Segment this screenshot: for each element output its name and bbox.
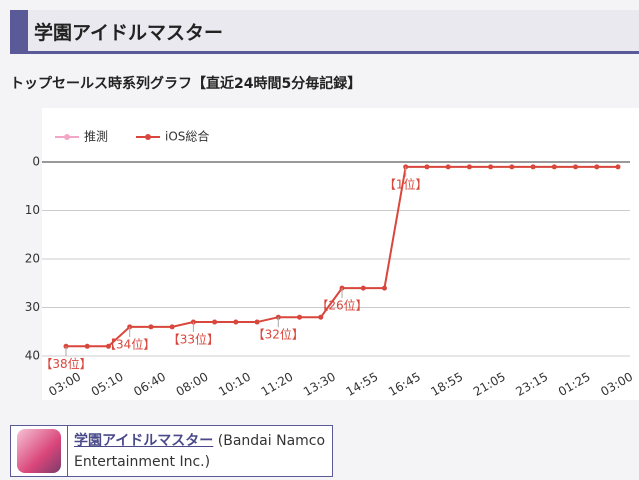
- y-tick-label: 0: [32, 155, 40, 169]
- data-point: [615, 164, 621, 170]
- y-tick-label: 20: [25, 252, 40, 266]
- data-point: [148, 324, 154, 330]
- legend-dot: [145, 134, 152, 140]
- separator: [67, 426, 68, 476]
- section-title: トップセールス時系列グラフ【直近24時間5分毎記録】: [10, 76, 362, 92]
- app-link[interactable]: 学園アイドルマスター: [74, 433, 214, 449]
- data-point: [297, 314, 303, 320]
- data-point: [84, 343, 90, 349]
- data-point: [551, 164, 557, 170]
- y-tick-label: 40: [25, 349, 40, 363]
- data-point: [63, 343, 69, 349]
- data-point: [594, 164, 600, 170]
- data-point: [318, 314, 324, 320]
- data-label: 【1位】: [384, 176, 428, 191]
- data-point: [105, 343, 111, 349]
- data-label: 【32位】: [253, 327, 304, 342]
- data-point: [466, 164, 472, 170]
- y-tick-label: 10: [25, 203, 40, 217]
- app-card: 学園アイドルマスター (Bandai Namco Entertainment I…: [10, 425, 333, 477]
- data-point: [233, 319, 239, 325]
- app-icon[interactable]: [17, 429, 61, 473]
- app-info: 学園アイドルマスター (Bandai Namco Entertainment I…: [74, 431, 329, 473]
- data-point: [360, 285, 366, 291]
- data-point: [530, 164, 536, 170]
- data-point: [254, 319, 260, 325]
- data-point: [190, 319, 196, 325]
- page-title: 学園アイドルマスター: [10, 10, 639, 54]
- data-label: 【38位】: [40, 356, 91, 371]
- legend-dot: [64, 134, 70, 140]
- data-point: [488, 164, 494, 170]
- data-label: 【34位】: [104, 336, 155, 351]
- data-point: [212, 319, 218, 325]
- data-point: [424, 164, 430, 170]
- publisher: (Bandai Namco Entertainment Inc.): [74, 433, 326, 470]
- data-label: 【26位】: [316, 298, 367, 313]
- data-point: [169, 324, 175, 330]
- y-tick-label: 30: [25, 300, 40, 314]
- data-point: [445, 164, 451, 170]
- legend-label: 推測: [84, 130, 108, 144]
- data-label: 【33位】: [168, 332, 219, 347]
- legend-label: iOS総合: [165, 129, 209, 144]
- chart-background: [42, 108, 639, 400]
- data-point: [573, 164, 579, 170]
- data-point: [381, 285, 387, 291]
- data-point: [509, 164, 515, 170]
